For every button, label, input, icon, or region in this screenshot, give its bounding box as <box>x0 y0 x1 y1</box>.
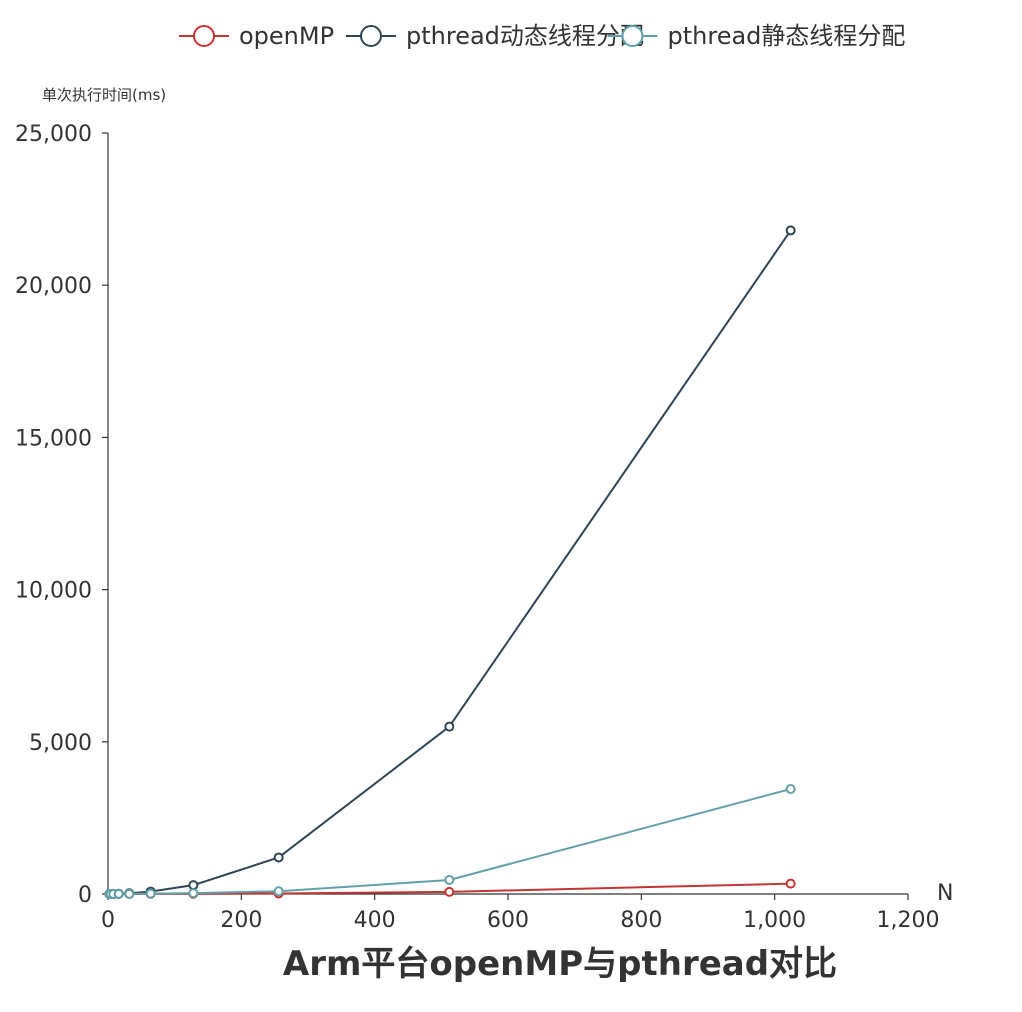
x-tick-label: 200 <box>220 908 262 933</box>
data-point[interactable] <box>444 721 455 732</box>
y-tick-label: 20,000 <box>15 274 92 299</box>
series-line <box>109 229 792 895</box>
legend-marker <box>193 25 215 47</box>
data-point[interactable] <box>124 888 135 899</box>
data-point[interactable] <box>273 852 284 863</box>
x-tick-label: 400 <box>354 908 396 933</box>
legend-item[interactable]: pthread静态线程分配 <box>607 22 906 50</box>
x-tick-label: 1,000 <box>743 908 806 933</box>
data-point[interactable] <box>785 225 796 236</box>
series-2 <box>104 783 796 899</box>
legend-label: pthread静态线程分配 <box>668 22 906 50</box>
x-axis-label: N <box>937 881 953 906</box>
data-point[interactable] <box>444 886 455 897</box>
legend-label: pthread动态线程分配 <box>406 22 644 50</box>
series-lines <box>104 225 796 899</box>
y-tick-label: 10,000 <box>15 579 92 604</box>
series-1 <box>104 225 796 899</box>
data-point[interactable] <box>785 878 796 889</box>
data-point[interactable] <box>273 886 284 897</box>
axes: 0 5,000 10,000 15,000 20,000 25,000 0 200 400 600… <box>15 122 939 933</box>
data-point[interactable] <box>444 874 455 885</box>
y-tick-label: 25,000 <box>15 122 92 147</box>
legend-label: openMP <box>239 22 334 50</box>
x-tick-label: 1,200 <box>877 908 940 933</box>
data-point[interactable] <box>785 783 796 794</box>
legend-marker <box>621 25 644 47</box>
legend-item[interactable]: openMP <box>179 22 334 50</box>
x-tick-label: 800 <box>620 908 662 933</box>
chart-title: Arm平台openMP与pthread对比 <box>283 944 837 984</box>
y-tick-label: 5,000 <box>29 731 92 756</box>
data-point[interactable] <box>113 888 124 899</box>
legend-item[interactable]: pthread动态线程分配 <box>346 22 644 50</box>
data-point[interactable] <box>188 888 199 899</box>
data-point[interactable] <box>145 888 156 899</box>
y-tick-label: 15,000 <box>15 426 92 451</box>
y-axis-label: 单次执行时间(ms) <box>42 86 166 104</box>
data-point[interactable] <box>188 880 199 891</box>
legend-marker <box>360 25 382 47</box>
y-tick-label: 0 <box>78 883 92 908</box>
x-tick-label: 0 <box>101 908 115 933</box>
x-tick-label: 600 <box>487 908 529 933</box>
legend[interactable]: openMP pthread动态线程分配 pthread静态线程分配 <box>179 22 905 50</box>
